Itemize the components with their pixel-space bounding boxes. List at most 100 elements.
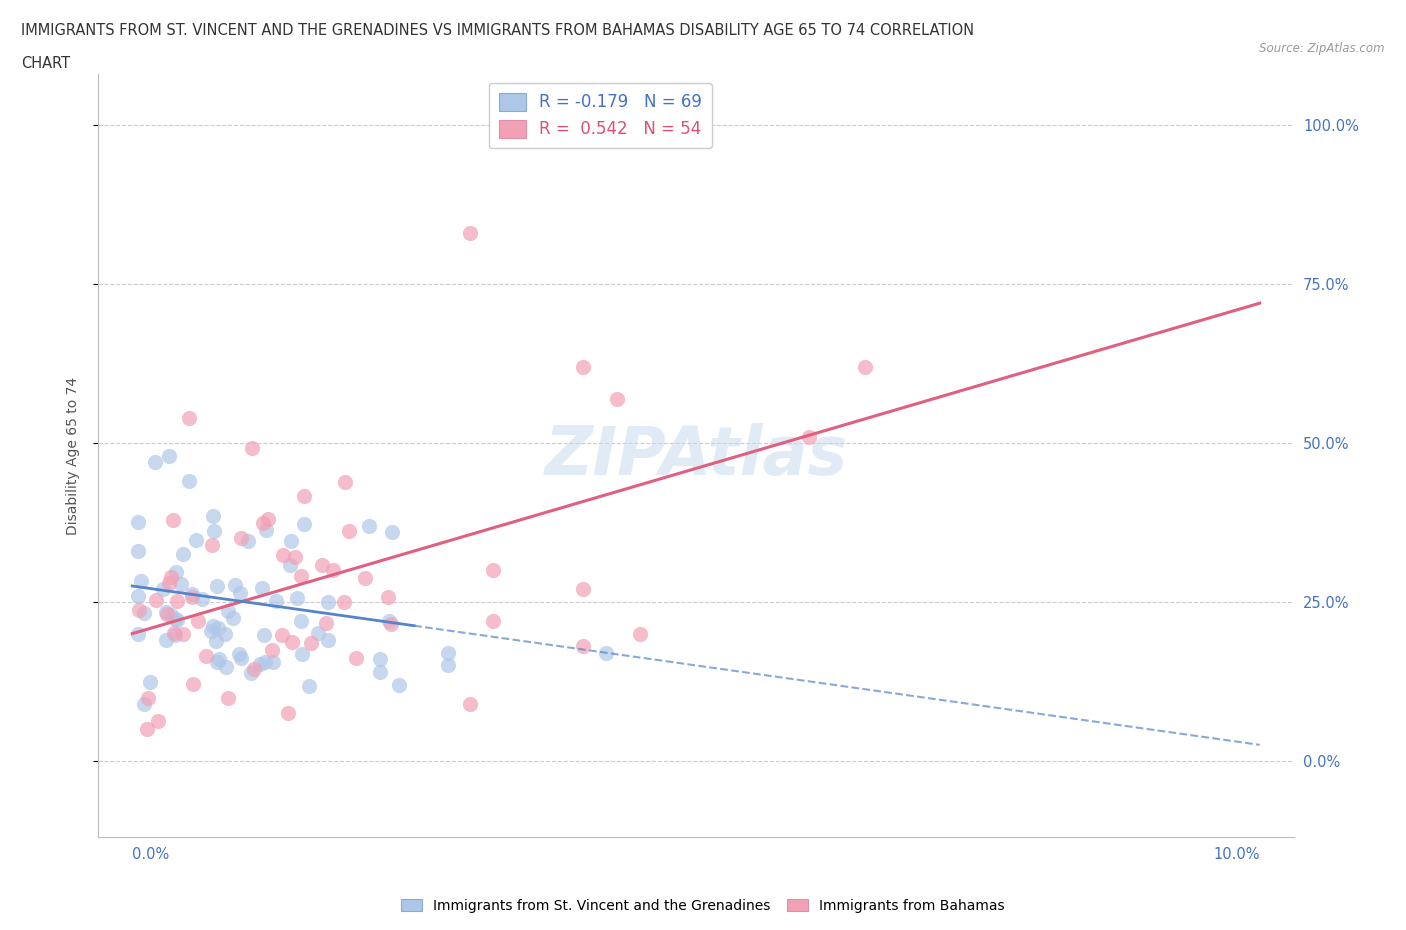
Point	[262, 643, 284, 658]
Point	[482, 563, 505, 578]
Point	[143, 455, 166, 470]
Point	[191, 592, 214, 607]
Point	[239, 666, 262, 681]
Point	[378, 613, 401, 628]
Point	[315, 616, 337, 631]
Point	[205, 578, 228, 593]
Point	[231, 531, 253, 546]
Point	[138, 690, 160, 705]
Point	[132, 605, 155, 620]
Point	[380, 525, 402, 539]
Text: 10.0%: 10.0%	[1213, 846, 1260, 861]
Point	[236, 534, 259, 549]
Point	[277, 706, 299, 721]
Point	[242, 661, 264, 676]
Point	[135, 722, 157, 737]
Point	[201, 538, 224, 552]
Point	[152, 581, 174, 596]
Point	[156, 606, 179, 621]
Point	[194, 648, 217, 663]
Point	[207, 620, 229, 635]
Point	[202, 523, 225, 538]
Point	[155, 604, 177, 619]
Point	[214, 627, 236, 642]
Point	[187, 614, 209, 629]
Point	[217, 690, 239, 705]
Point	[357, 518, 380, 533]
Point	[127, 544, 149, 559]
Point	[290, 613, 312, 628]
Text: 0.0%: 0.0%	[132, 846, 170, 861]
Point	[229, 650, 252, 665]
Point	[162, 512, 184, 527]
Point	[280, 533, 302, 548]
Point	[572, 359, 595, 374]
Point	[460, 696, 482, 711]
Point	[853, 359, 876, 374]
Point	[166, 593, 188, 608]
Point	[177, 473, 200, 488]
Point	[217, 604, 239, 618]
Point	[344, 650, 367, 665]
Point	[215, 659, 238, 674]
Point	[271, 628, 294, 643]
Point	[222, 610, 245, 625]
Point	[145, 592, 167, 607]
Point	[166, 613, 188, 628]
Point	[183, 677, 205, 692]
Point	[460, 226, 482, 241]
Point	[606, 392, 628, 406]
Point	[322, 563, 344, 578]
Point	[354, 570, 377, 585]
Point	[160, 570, 183, 585]
Point	[380, 617, 402, 631]
Point	[437, 645, 460, 660]
Point	[128, 603, 150, 618]
Point	[254, 523, 277, 538]
Point	[292, 517, 315, 532]
Point	[202, 618, 225, 633]
Point	[172, 547, 194, 562]
Text: Source: ZipAtlas.com: Source: ZipAtlas.com	[1260, 42, 1385, 55]
Text: IMMIGRANTS FROM ST. VINCENT AND THE GRENADINES VS IMMIGRANTS FROM BAHAMAS DISABI: IMMIGRANTS FROM ST. VINCENT AND THE GREN…	[21, 23, 974, 38]
Point	[181, 590, 204, 604]
Point	[628, 626, 651, 641]
Point	[388, 677, 411, 692]
Point	[333, 595, 356, 610]
Point	[132, 696, 155, 711]
Point	[228, 646, 250, 661]
Point	[127, 627, 149, 642]
Point	[291, 647, 314, 662]
Point	[165, 565, 187, 579]
Point	[368, 652, 391, 667]
Point	[333, 474, 356, 489]
Point	[201, 509, 224, 524]
Point	[368, 664, 391, 679]
Point	[127, 514, 149, 529]
Point	[163, 628, 186, 643]
Point	[572, 582, 595, 597]
Point	[284, 550, 307, 565]
Point	[205, 655, 228, 670]
Point	[292, 489, 315, 504]
Point	[177, 410, 200, 425]
Point	[127, 588, 149, 603]
Point	[299, 635, 322, 650]
Point	[160, 608, 183, 623]
Point	[307, 626, 329, 641]
Point	[205, 634, 228, 649]
Point	[208, 652, 231, 667]
Point	[139, 674, 162, 689]
Point	[184, 533, 207, 548]
Text: ZIPAtlas: ZIPAtlas	[544, 423, 848, 488]
Point	[162, 625, 184, 640]
Point	[172, 626, 194, 641]
Point	[200, 624, 222, 639]
Point	[572, 639, 595, 654]
Point	[316, 632, 339, 647]
Point	[249, 656, 271, 671]
Point	[437, 658, 460, 673]
Point	[129, 573, 152, 588]
Point	[281, 634, 304, 649]
Text: CHART: CHART	[21, 56, 70, 71]
